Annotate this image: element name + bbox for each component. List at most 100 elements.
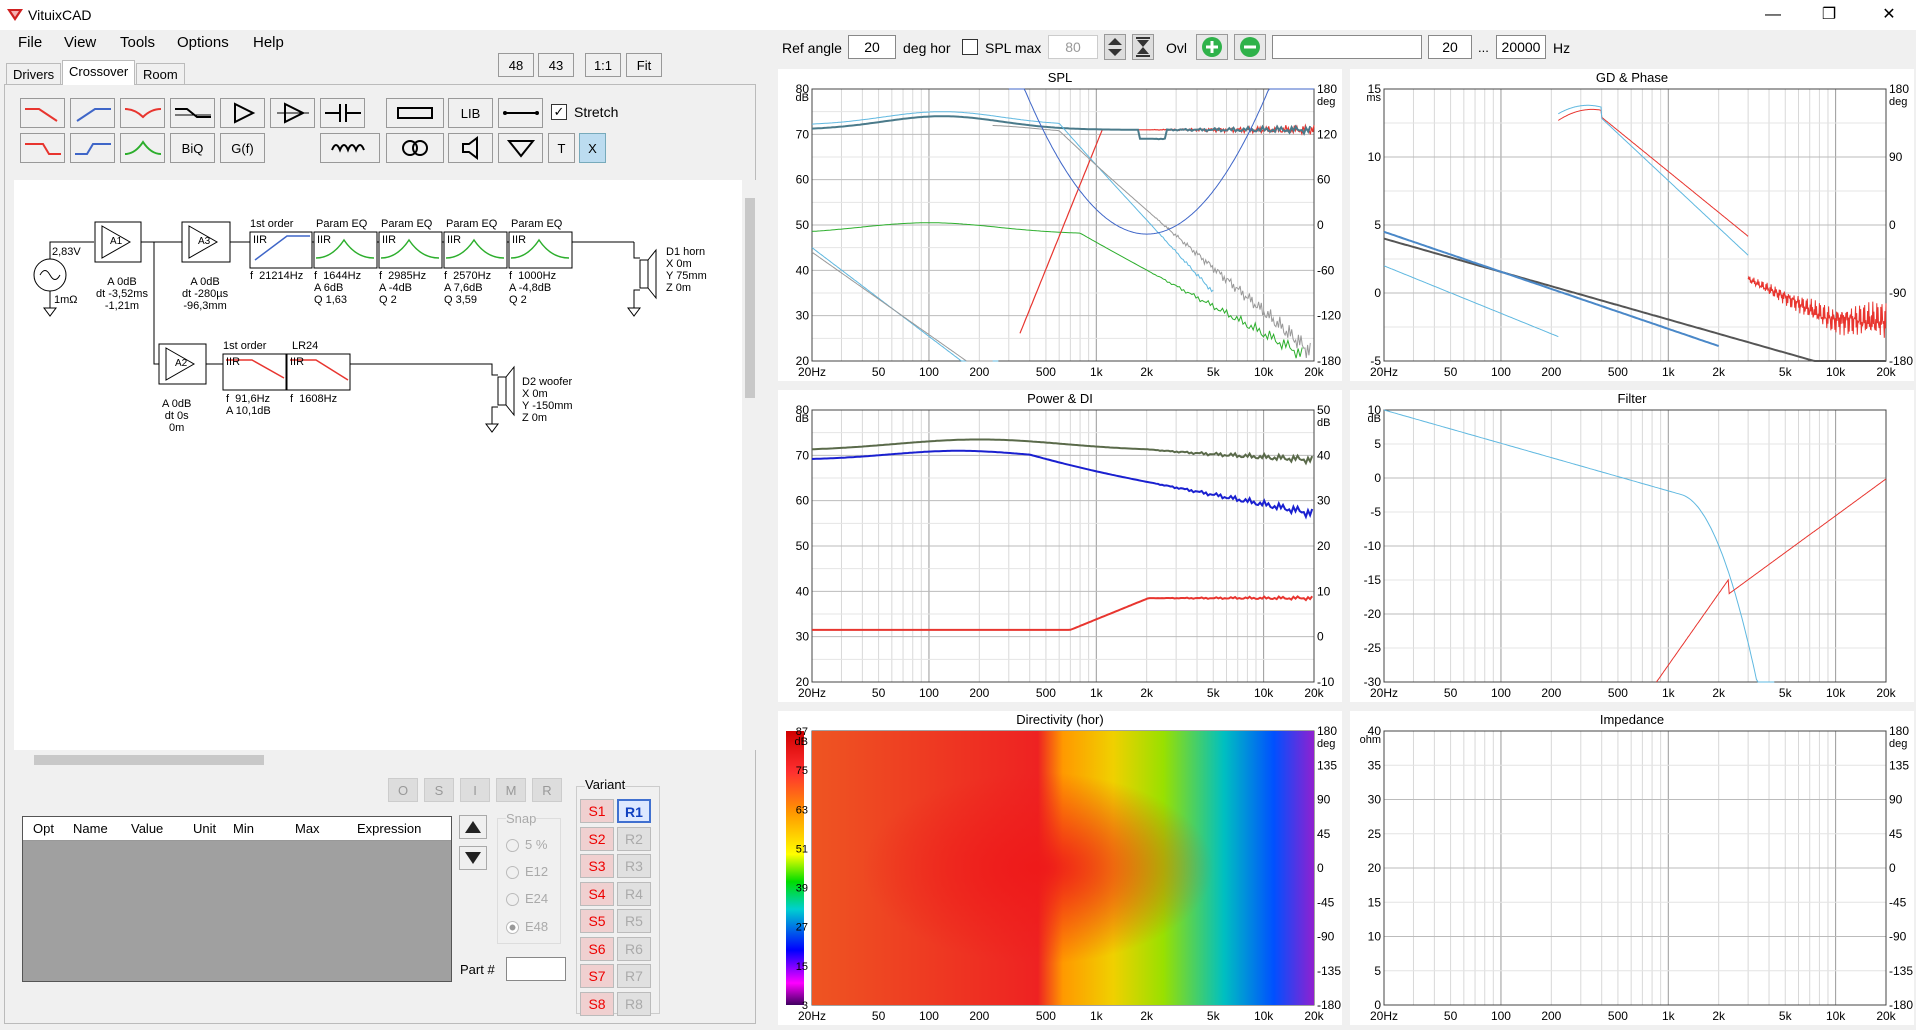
gf-button[interactable]: G(f) (220, 133, 265, 163)
tab-room[interactable]: Room (136, 63, 185, 85)
lowpass2-button[interactable] (20, 133, 65, 163)
biquad-button[interactable]: BiQ (170, 133, 215, 163)
view-fit-button[interactable]: Fit (626, 53, 662, 77)
amp-a3-name[interactable]: A3 (198, 236, 211, 247)
transformer-button[interactable] (386, 133, 444, 163)
variant-s1-button[interactable]: S1 (580, 799, 614, 823)
amplifier-button[interactable] (220, 98, 265, 128)
variant-r6-button[interactable]: R6 (617, 936, 651, 961)
wire-button[interactable] (498, 98, 543, 128)
highpass2-button[interactable] (70, 133, 115, 163)
filter-plot[interactable]: Filter 20Hz 50 100 200 500 1k 2k 5k 10k 20k 10 5 0 -5-… (1350, 390, 1914, 702)
driver-d2-label[interactable]: D2 woofer X 0m Y -150mm Z 0m (522, 376, 573, 424)
t-button[interactable]: T (548, 133, 575, 163)
col-expression[interactable]: Expression (357, 821, 422, 836)
stretch-checkbox[interactable]: ✓ (551, 104, 567, 120)
spl-max-checkbox[interactable] (962, 39, 978, 55)
snap-5pct[interactable]: 5 % (506, 837, 547, 853)
variant-r2-button[interactable]: R2 (617, 826, 651, 851)
x-button[interactable]: X (579, 133, 606, 163)
move-down-button[interactable] (459, 846, 487, 870)
capacitor-button[interactable] (320, 98, 365, 128)
schematic-horizontal-scrollbar[interactable] (14, 752, 742, 768)
menu-help[interactable]: Help (253, 34, 284, 51)
schematic-vertical-scrollbar[interactable] (742, 180, 758, 750)
close-button[interactable]: ✕ (1882, 6, 1896, 23)
variant-s5-button[interactable]: S5 (580, 909, 614, 933)
menu-options[interactable]: Options (177, 34, 229, 51)
opt-o-button[interactable]: O (388, 778, 418, 802)
view-1-1-button[interactable]: 1:1 (585, 53, 621, 77)
opt-r-button[interactable]: R (532, 778, 562, 802)
spl-max-input[interactable]: 80 (1048, 35, 1098, 59)
col-min[interactable]: Min (233, 821, 254, 836)
snap-e24[interactable]: E24 (506, 891, 548, 907)
variant-r7-button[interactable]: R7 (617, 964, 651, 988)
spl-plot[interactable]: SPL 20Hz 50 100 200 500 1k 2k 5k 10k 20k 80 70 60 50 40… (778, 69, 1342, 381)
ref-angle-input[interactable]: 20 (848, 35, 896, 59)
col-max[interactable]: Max (295, 821, 320, 836)
optimizer-table[interactable]: Opt Name Value Unit Min Max Expression (22, 816, 452, 982)
menu-file[interactable]: File (18, 34, 43, 51)
variant-r1-button[interactable]: R1 (617, 799, 651, 823)
variant-s3-button[interactable]: S3 (580, 854, 614, 878)
inductor-button[interactable] (320, 133, 380, 163)
overlay-name-input[interactable] (1272, 35, 1422, 59)
delay-amp-button[interactable] (270, 98, 315, 128)
driver-d1-label[interactable]: D1 horn X 0m Y 75mm Z 0m (666, 246, 707, 294)
tab-crossover[interactable]: Crossover (62, 60, 136, 85)
col-unit[interactable]: Unit (193, 821, 217, 836)
col-value[interactable]: Value (131, 821, 164, 836)
directivity-plot[interactable]: Directivity (hor) 20Hz 50 100 200 500 1k 2k 5k 10… (778, 711, 1342, 1025)
spl-max-auto-button[interactable] (1132, 34, 1154, 60)
tab-drivers[interactable]: Drivers (6, 63, 62, 85)
view-43-button[interactable]: 43 (538, 53, 574, 77)
variant-r5-button[interactable]: R5 (617, 909, 651, 933)
resistor-button[interactable] (386, 98, 444, 128)
menu-view[interactable]: View (64, 34, 97, 51)
impedance-plot[interactable]: Impedance 20Hz 50 100 200 500 1k 2k 5k 10k 20k 40 35… (1350, 711, 1914, 1025)
amp-a1-name[interactable]: A1 (110, 236, 123, 247)
amp-a2-name[interactable]: A2 (175, 358, 188, 369)
spl-max-stepper[interactable] (1104, 34, 1126, 60)
lib-button[interactable]: LIB (448, 98, 493, 128)
shelf-button[interactable] (170, 98, 215, 128)
col-name[interactable]: Name (73, 821, 108, 836)
col-opt[interactable]: Opt (33, 821, 54, 836)
bandstop-button[interactable] (120, 98, 165, 128)
opt-i-button[interactable]: I (460, 778, 490, 802)
driver-button[interactable] (448, 133, 493, 163)
hscroll-thumb[interactable] (34, 755, 264, 765)
variant-s8-button[interactable]: S8 (580, 991, 614, 1016)
power-di-plot[interactable]: Power & DI 20Hz 50 100 200 500 1k 2k 5k 10k 20k 80 7… (778, 390, 1342, 702)
freq-max-input[interactable]: 20000 (1496, 35, 1546, 59)
lowpass-red-button[interactable] (20, 98, 65, 128)
freq-min-input[interactable]: 20 (1428, 35, 1472, 59)
ground-button[interactable] (498, 133, 543, 163)
snap-e48[interactable]: E48 (506, 919, 548, 935)
variant-r4-button[interactable]: R4 (617, 881, 651, 906)
peak-button[interactable] (120, 133, 165, 163)
vscroll-thumb[interactable] (745, 198, 755, 398)
view-48-button[interactable]: 48 (498, 53, 534, 77)
part-number-input[interactable] (506, 957, 566, 981)
overlay-remove-button[interactable] (1234, 34, 1266, 60)
opt-s-button[interactable]: S (424, 778, 454, 802)
highpass-blue-button[interactable] (70, 98, 115, 128)
maximize-button[interactable]: ❐ (1821, 6, 1837, 23)
gd-phase-plot[interactable]: GD & Phase 20Hz 50 100 200 500 1k 2k 5k 10k 20k 15 1… (1350, 69, 1914, 381)
snap-e12[interactable]: E12 (506, 864, 548, 880)
plot-title: Filter (1617, 391, 1647, 406)
menu-tools[interactable]: Tools (120, 34, 156, 51)
schematic-canvas[interactable]: 2,83V 1mΩ A1 A 0dB dt -3,52ms -1,21m A3 … (14, 180, 742, 750)
variant-s2-button[interactable]: S2 (580, 826, 614, 851)
variant-s4-button[interactable]: S4 (580, 881, 614, 906)
minimize-button[interactable]: — (1765, 6, 1781, 23)
variant-s6-button[interactable]: S6 (580, 936, 614, 961)
variant-r8-button[interactable]: R8 (617, 991, 651, 1016)
opt-m-button[interactable]: M (496, 778, 526, 802)
variant-s7-button[interactable]: S7 (580, 964, 614, 988)
variant-r3-button[interactable]: R3 (617, 854, 651, 878)
overlay-add-button[interactable] (1196, 34, 1228, 60)
move-up-button[interactable] (459, 815, 487, 839)
